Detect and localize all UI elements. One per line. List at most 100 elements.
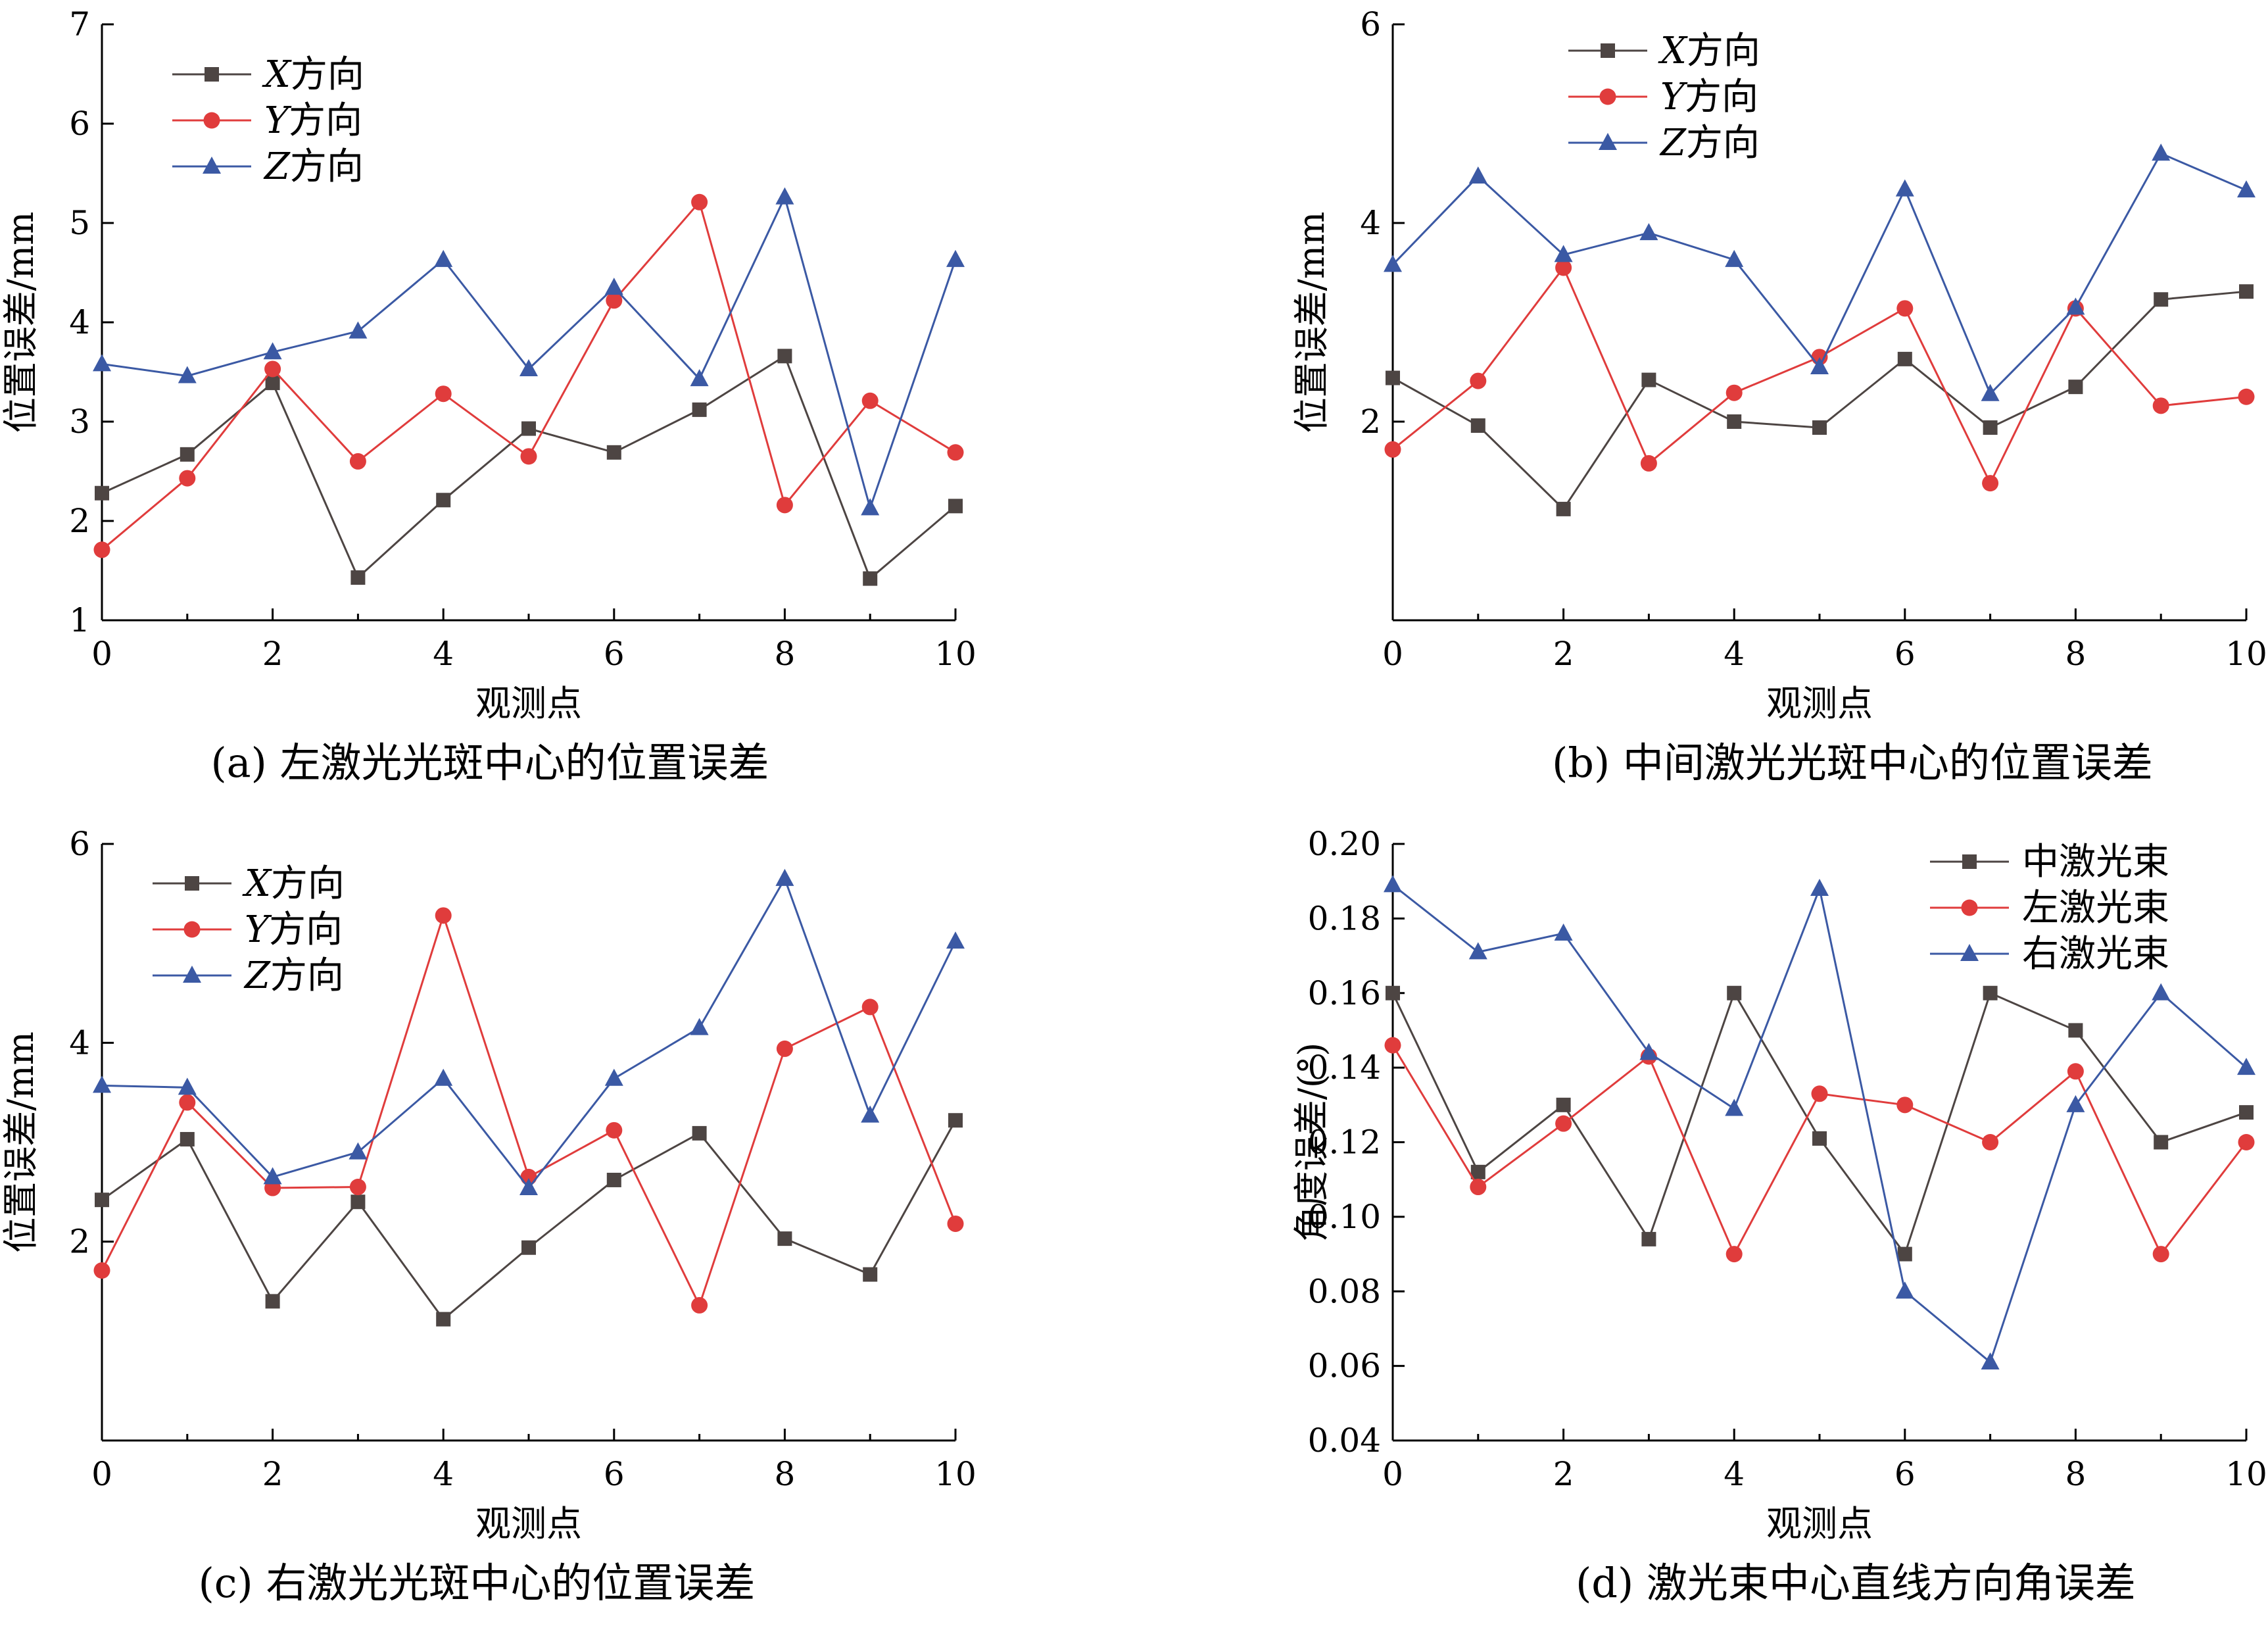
data-point (2239, 284, 2254, 299)
data-point (2152, 397, 2169, 414)
legend-label: X方向 (1658, 30, 1760, 72)
data-point (2237, 1058, 2256, 1075)
legend-label: 中激光束 (2022, 841, 2169, 883)
data-point (2068, 380, 2083, 395)
data-point (435, 385, 452, 403)
x-tick-label: 6 (1894, 635, 1916, 673)
x-axis-title: 观测点 (1766, 683, 1873, 724)
data-point (349, 1142, 368, 1160)
data-point (606, 1172, 621, 1187)
y-axis-title: 位置误差/mm (0, 212, 41, 433)
x-tick-label: 6 (604, 1455, 625, 1493)
series-Y (93, 907, 964, 1314)
legend-label: X方向 (262, 53, 364, 96)
legend-label: Y方向 (1660, 76, 1758, 118)
data-point (1468, 942, 1487, 960)
legend-marker (203, 157, 221, 174)
legend-marker (205, 67, 219, 82)
x-axis-title: 观测点 (475, 1503, 582, 1544)
data-point (1982, 1134, 1999, 1150)
data-point (1725, 384, 1743, 401)
series-Z (93, 187, 965, 516)
series-Y (93, 193, 964, 558)
data-point (604, 1068, 623, 1086)
data-point (2067, 1063, 2084, 1080)
data-point (93, 541, 110, 558)
data-point (179, 470, 196, 487)
data-point (178, 366, 197, 383)
legend-marker (1962, 854, 1977, 869)
panel-caption: (c) 右激光光斑中心的位置误差 (199, 1559, 756, 1607)
legend-marker (1960, 944, 1979, 961)
legend-entry: Y方向 (153, 908, 343, 951)
data-point (1725, 1098, 1744, 1116)
data-point (93, 354, 111, 372)
data-point (349, 1179, 366, 1196)
data-point (1727, 985, 1742, 1000)
data-point (861, 498, 880, 516)
series-Z (1384, 143, 2256, 401)
series-line (1392, 265, 2247, 486)
data-point (861, 1105, 880, 1123)
data-point (1810, 357, 1829, 374)
x-axis-title: 观测点 (1766, 1503, 1873, 1544)
data-point (519, 1178, 538, 1196)
x-tick-label: 0 (91, 1455, 112, 1493)
data-point (1897, 1246, 1912, 1262)
chart-panel-b: 0 2 4 6 8 10 2 4 6 观测点 位置误差/mm (b) 中间激光光斑中心的位置误差 X方向… (1291, 5, 2267, 787)
y-tick-label: 1 (69, 601, 90, 639)
data-point (2237, 180, 2256, 198)
legend-label: Z方向 (1659, 122, 1760, 164)
data-point (521, 1240, 536, 1255)
legend-entry: X方向 (1568, 30, 1760, 72)
data-point (1897, 351, 1912, 366)
data-point (775, 868, 794, 886)
legend-entry: X方向 (153, 862, 345, 905)
data-point (1470, 1179, 1487, 1196)
series-line (101, 1120, 957, 1321)
data-point (777, 349, 792, 364)
data-point (180, 1131, 195, 1146)
data-point (946, 249, 965, 267)
y-tick-label: 0.06 (1308, 1347, 1381, 1385)
data-point (2152, 983, 2171, 1000)
legend-marker (1601, 43, 1615, 58)
data-point (1727, 414, 1742, 429)
data-point (861, 998, 879, 1016)
legend-entry: 左激光束 (1930, 887, 2169, 929)
data-point (1811, 1085, 1828, 1102)
legend-entry: Z方向 (1568, 122, 1760, 164)
legend-label: 左激光束 (2022, 887, 2169, 929)
series-Y (1384, 259, 2255, 492)
data-point (264, 360, 281, 378)
panel-caption: (a) 左激光光斑中心的位置误差 (210, 739, 769, 787)
data-point (349, 453, 366, 470)
y-tick-label: 3 (69, 403, 90, 441)
data-point (350, 1195, 366, 1210)
data-point (775, 187, 794, 205)
data-point (1810, 879, 1829, 897)
data-point (1470, 418, 1485, 433)
series-右激光束 (1384, 875, 2256, 1369)
data-point (777, 1231, 792, 1246)
data-point (1982, 475, 1999, 492)
x-tick-label: 8 (774, 1455, 795, 1493)
series-中激光束 (1386, 985, 2254, 1262)
data-point (95, 1193, 109, 1208)
legend-label: X方向 (242, 862, 345, 905)
data-point (947, 1215, 964, 1232)
legend-entry: 右激光束 (1930, 933, 2169, 975)
x-tick-label: 4 (1724, 635, 1745, 673)
panel-caption: (b) 中间激光光斑中心的位置误差 (1552, 739, 2153, 787)
chart-panel-d: 0 2 4 6 8 10 0.04 0.06 0.08 0.10 0.12 0.14 0.16 0.18 0… (1291, 825, 2267, 1607)
data-point (2154, 1135, 2169, 1150)
data-point (2066, 1095, 2085, 1112)
x-tick-label: 10 (934, 1455, 977, 1493)
data-point (606, 1121, 623, 1139)
data-point (690, 1018, 709, 1035)
series-Z (93, 868, 965, 1196)
data-point (178, 1077, 197, 1095)
data-point (1384, 255, 1402, 272)
data-point (263, 1167, 282, 1185)
